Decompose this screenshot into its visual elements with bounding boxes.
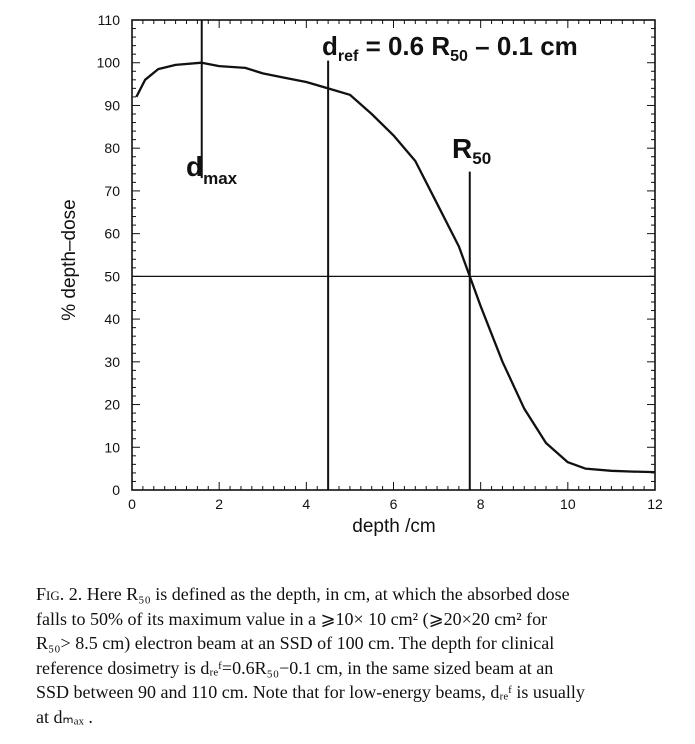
series-layer: [135, 61, 656, 474]
caption-line: falls to 50% of its maximum value in a ⩾…: [36, 608, 548, 629]
axis-labels: depth /cm % depth–dose: [59, 199, 436, 537]
y-tick-label: 50: [104, 268, 120, 284]
y-tick-label: 70: [104, 183, 120, 199]
dref-annotation-part: d: [322, 31, 338, 61]
x-tick-label: 0: [128, 496, 136, 512]
x-tick-label: 8: [477, 496, 485, 512]
x-tick-label: 12: [647, 496, 663, 512]
caption-line: SSD between 90 and 110 cm. Note that for…: [36, 682, 585, 702]
dmax-annotation-part: d: [186, 151, 203, 182]
dmax-annotation-part: max: [203, 169, 238, 188]
y-tick-label: 0: [112, 482, 120, 498]
r50-annotation-part: R: [452, 133, 472, 164]
y-tick-label: 60: [104, 226, 120, 242]
dref-annotation-part: – 0.1 cm: [468, 31, 578, 61]
y-tick-label: 10: [104, 439, 120, 455]
caption-line: reference dosimetry is dᵣₑᶠ=0.6R₅₀−0.1 c…: [36, 657, 554, 678]
caption-text-1: Here R₅₀ is defined as the depth, in cm,…: [86, 584, 570, 604]
x-tick-label: 6: [390, 496, 398, 512]
depth-dose-curve: [135, 61, 656, 474]
figure-label: Fig. 2.: [36, 584, 83, 604]
r50-annotation-part: 50: [472, 149, 491, 168]
figure-caption: Fig. 2. Here R₅₀ is defined as the depth…: [36, 582, 672, 729]
caption-line: R₅₀> 8.5 cm) electron beam at an SSD of …: [36, 633, 555, 653]
x-tick-label: 4: [302, 496, 310, 512]
plot-border: [131, 19, 656, 491]
dref-annotation-part: = 0.6 R: [358, 31, 450, 61]
x-axis-title: depth /cm: [352, 516, 435, 537]
caption-line: at dₘₐₓ .: [36, 706, 93, 727]
reference-lines: [132, 20, 655, 490]
y-tick-label: 80: [104, 140, 120, 156]
dref-annotation-part: ref: [338, 48, 359, 65]
x-tick-label: 2: [215, 496, 223, 512]
plot-frame: [131, 19, 656, 491]
axis-ticks: 0 2 4 6 8 10 12 0 10 20 30 40 50 60 70 80 90 100 110: [97, 12, 663, 512]
y-tick-label: 100: [97, 55, 121, 71]
y-tick-label: 30: [104, 354, 120, 370]
dref-annotation-part: 50: [450, 48, 468, 65]
r50-annotation: R50: [452, 133, 491, 168]
y-tick-label: 110: [98, 12, 121, 28]
caption-line: Fig. 2. Here R₅₀ is defined as the depth…: [36, 582, 672, 607]
y-tick-label: 40: [104, 311, 120, 327]
dref-annotation: dref = 0.6 R50 – 0.1 cm: [322, 31, 578, 65]
y-axis-title: % depth–dose: [59, 199, 80, 321]
y-tick-label: 20: [104, 397, 120, 413]
x-tick-label: 10: [560, 496, 576, 512]
y-tick-label: 90: [104, 97, 120, 113]
dmax-annotation: dmax: [186, 151, 238, 188]
